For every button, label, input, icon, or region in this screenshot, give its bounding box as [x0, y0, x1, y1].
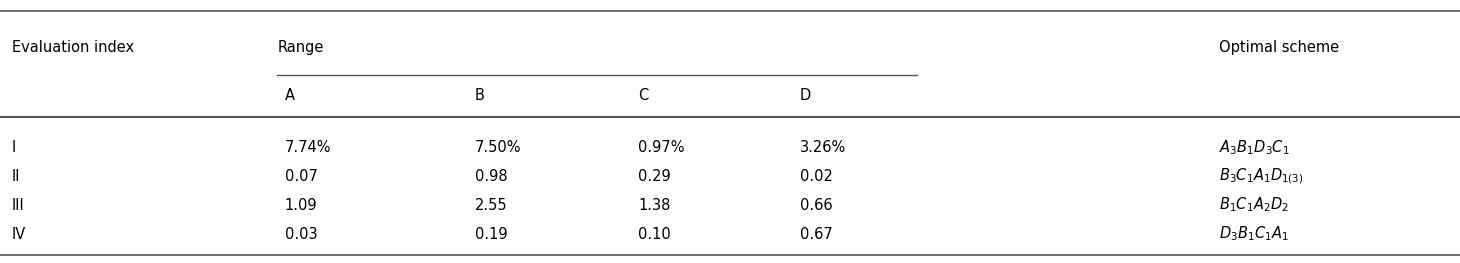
Text: 0.02: 0.02 — [800, 169, 834, 184]
Text: A: A — [285, 88, 295, 104]
Text: IV: IV — [12, 226, 26, 242]
Text: 1.09: 1.09 — [285, 198, 317, 213]
Text: 0.07: 0.07 — [285, 169, 318, 184]
Text: 7.74%: 7.74% — [285, 140, 331, 155]
Text: $A_3B_1D_3C_1$: $A_3B_1D_3C_1$ — [1219, 138, 1289, 157]
Text: $D_3B_1C_1A_1$: $D_3B_1C_1A_1$ — [1219, 225, 1289, 244]
Text: 0.97%: 0.97% — [638, 140, 685, 155]
Text: 0.66: 0.66 — [800, 198, 832, 213]
Text: II: II — [12, 169, 20, 184]
Text: B: B — [474, 88, 485, 104]
Text: I: I — [12, 140, 16, 155]
Text: Evaluation index: Evaluation index — [12, 40, 134, 55]
Text: $B_3C_1A_1D_{1(3)}$: $B_3C_1A_1D_{1(3)}$ — [1219, 166, 1304, 186]
Text: 7.50%: 7.50% — [474, 140, 521, 155]
Text: Range: Range — [277, 40, 324, 55]
Text: 0.03: 0.03 — [285, 226, 317, 242]
Text: 1.38: 1.38 — [638, 198, 670, 213]
Text: 0.98: 0.98 — [474, 169, 507, 184]
Text: C: C — [638, 88, 648, 104]
Text: D: D — [800, 88, 812, 104]
Text: 3.26%: 3.26% — [800, 140, 847, 155]
Text: 0.10: 0.10 — [638, 226, 670, 242]
Text: 0.19: 0.19 — [474, 226, 507, 242]
Text: Optimal scheme: Optimal scheme — [1219, 40, 1339, 55]
Text: III: III — [12, 198, 25, 213]
Text: 2.55: 2.55 — [474, 198, 507, 213]
Text: 0.67: 0.67 — [800, 226, 832, 242]
Text: $B_1C_1A_2D_2$: $B_1C_1A_2D_2$ — [1219, 196, 1289, 215]
Text: 0.29: 0.29 — [638, 169, 670, 184]
